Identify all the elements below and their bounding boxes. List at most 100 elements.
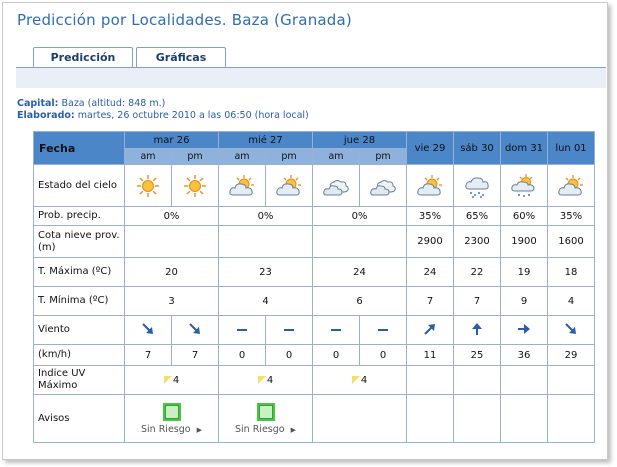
tab-prediccion[interactable]: Predicción xyxy=(33,47,133,69)
kmh-value: 0 xyxy=(359,344,407,366)
tmax-value: 18 xyxy=(547,257,595,287)
row-label-avisos: Avisos xyxy=(33,394,125,443)
sky-cell xyxy=(453,164,501,207)
calm-icon xyxy=(283,327,295,333)
tab-graficas[interactable]: Gráficas xyxy=(136,47,226,67)
uv-index-badge: 4 xyxy=(351,375,367,386)
aviso-sin-riesgo[interactable]: Sin Riesgo ▶ xyxy=(220,402,312,435)
row-label-viento: Viento xyxy=(33,315,125,345)
arrow-se-icon xyxy=(564,322,578,336)
kmh-value: 36 xyxy=(500,344,548,366)
prob-value: 0% xyxy=(218,206,313,226)
triangle-right-icon: ▶ xyxy=(290,425,296,434)
pm-header: pm xyxy=(171,148,219,165)
row-label-tmin: T. Mínima (ºC) xyxy=(33,286,125,316)
row-label-prob: Prob. precip. xyxy=(33,206,125,226)
tmax-value: 24 xyxy=(312,257,407,287)
arrow-se-icon xyxy=(188,322,202,336)
aviso-cell xyxy=(406,394,454,443)
tmax-value: 19 xyxy=(500,257,548,287)
day-header: vie 29 xyxy=(406,131,454,165)
prob-value: 35% xyxy=(547,206,595,226)
cota-value xyxy=(218,225,313,258)
elaborado-label: Elaborado: xyxy=(17,110,75,121)
aviso-link[interactable]: Sin Riesgo ▶ xyxy=(235,424,296,435)
sky-cell xyxy=(218,164,266,207)
uv-cell: 4 xyxy=(124,365,219,395)
cota-value: 1600 xyxy=(547,225,595,258)
wind-cell xyxy=(265,315,313,345)
uv-cell: 4 xyxy=(218,365,313,395)
cota-value: 2900 xyxy=(406,225,454,258)
aviso-cell xyxy=(500,394,548,443)
aviso-cell[interactable]: Sin Riesgo ▶ xyxy=(124,394,219,443)
capital-value: Baza (altitud: 848 m.) xyxy=(61,98,166,109)
aviso-label: Sin Riesgo xyxy=(141,423,191,435)
tmax-value: 20 xyxy=(124,257,219,287)
tab-content-bar xyxy=(16,67,606,88)
cloud-icon xyxy=(314,173,359,199)
arrow-se-icon xyxy=(141,322,155,336)
sun-icon xyxy=(173,173,218,199)
day-header: jue 28 xyxy=(312,131,407,149)
wind-cell xyxy=(547,315,595,345)
prob-value: 65% xyxy=(453,206,501,226)
day-header: mié 27 xyxy=(218,131,313,149)
wind-cell xyxy=(124,315,172,345)
row-label-kmh: (km/h) xyxy=(33,344,125,366)
prob-value: 0% xyxy=(312,206,407,226)
aviso-cell[interactable]: Sin Riesgo ▶ xyxy=(218,394,313,443)
row-label-cota: Cota nieve prov.(m) xyxy=(33,225,125,258)
kmh-value: 7 xyxy=(124,344,172,366)
wind-cell xyxy=(171,315,219,345)
aviso-cell xyxy=(312,394,407,443)
aviso-sin-riesgo[interactable]: Sin Riesgo ▶ xyxy=(126,402,218,435)
uv-index-badge: 4 xyxy=(163,374,180,386)
sky-cell xyxy=(406,164,454,207)
tmin-value: 4 xyxy=(218,286,313,316)
wind-cell xyxy=(359,315,407,345)
sky-cell xyxy=(500,164,548,207)
uv-flag-icon xyxy=(257,375,266,384)
sun-cloud-icon xyxy=(267,173,312,199)
prob-value: 35% xyxy=(406,206,454,226)
day-header: dom 31 xyxy=(500,131,548,165)
tmin-value: 3 xyxy=(124,286,219,316)
cota-value: 1900 xyxy=(500,225,548,258)
pm-header: pm xyxy=(265,148,313,165)
uv-value: 4 xyxy=(172,374,180,386)
sun-icon xyxy=(126,173,171,199)
sun-cloud-icon xyxy=(220,173,265,199)
uv-value: 4 xyxy=(266,374,274,386)
sky-cell xyxy=(265,164,313,207)
kmh-value: 11 xyxy=(406,344,454,366)
day-header: mar 26 xyxy=(124,131,219,149)
sky-cell xyxy=(359,164,407,207)
triangle-right-icon: ▶ xyxy=(196,425,202,434)
cota-value xyxy=(124,225,219,258)
am-header: am xyxy=(312,148,360,165)
page-title: Predicción por Localidades. Baza (Granad… xyxy=(17,11,352,29)
fecha-header: Fecha xyxy=(33,131,125,165)
row-label-tmax: T. Máxima (ºC) xyxy=(33,257,125,287)
tmin-value: 4 xyxy=(547,286,595,316)
wind-cell xyxy=(406,315,454,345)
tmin-value: 7 xyxy=(406,286,454,316)
kmh-value: 0 xyxy=(312,344,360,366)
sky-cell xyxy=(312,164,360,207)
calm-icon xyxy=(377,327,389,333)
arrow-e-icon xyxy=(517,322,531,336)
calm-icon xyxy=(236,327,248,333)
tmax-value: 24 xyxy=(406,257,454,287)
aviso-cell xyxy=(453,394,501,443)
cota-value xyxy=(312,225,407,258)
row-label-uv: Indice UV Máximo xyxy=(33,365,125,395)
tmin-value: 7 xyxy=(453,286,501,316)
uv-flag-icon xyxy=(351,375,360,384)
green-warning-icon xyxy=(162,402,181,421)
forecast-table: Fecha mar 26 mié 27 jue 28 vie 29 sáb 30 dom 3… xyxy=(33,131,595,443)
aviso-link[interactable]: Sin Riesgo ▶ xyxy=(141,424,202,435)
green-warning-icon xyxy=(256,402,275,421)
cloud-icon xyxy=(361,173,406,199)
sun-cloud-icon xyxy=(549,173,594,199)
